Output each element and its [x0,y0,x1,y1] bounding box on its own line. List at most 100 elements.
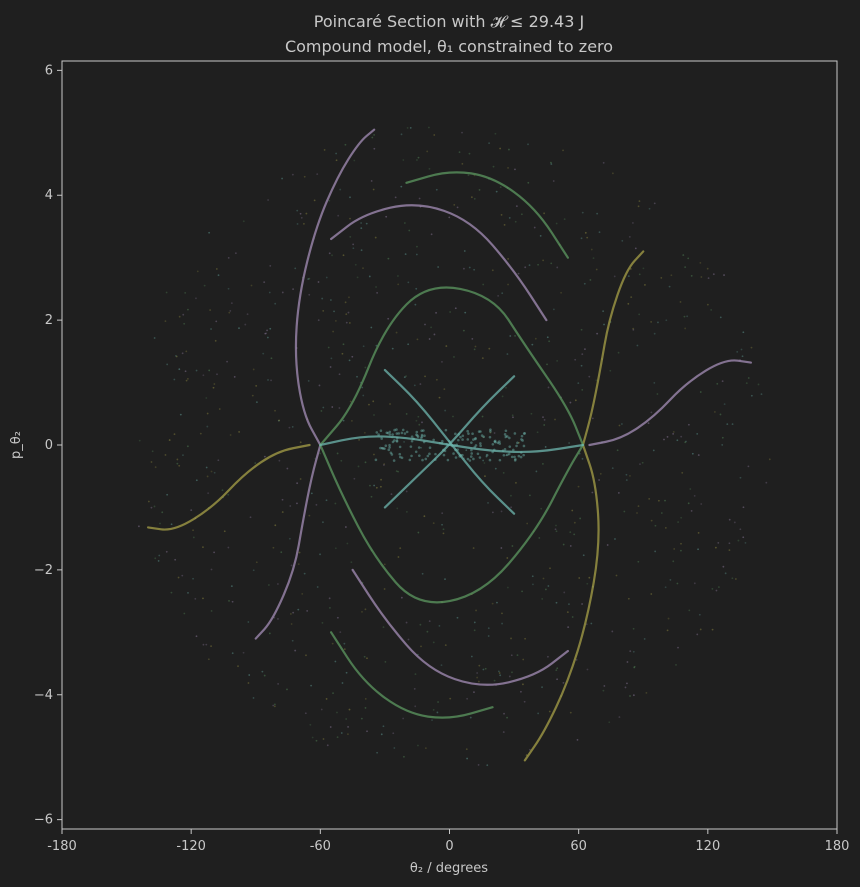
scatter-point [520,451,523,454]
scatter-point [405,430,409,434]
scatter-point [412,437,415,441]
scatter-point [338,373,341,376]
scatter-point [202,597,204,600]
scatter-point [461,438,464,441]
scatter-point [323,149,326,151]
x-tick-label: 180 [825,839,850,854]
scatter-point [690,274,693,277]
scatter-point [473,348,476,351]
scatter-point [153,505,156,508]
scatter-point [502,731,505,733]
scatter-point [573,521,576,524]
scatter-point [213,471,216,474]
scatter-point [296,223,299,225]
scatter-point [670,274,673,277]
scatter-point [336,616,339,619]
scatter-point [277,583,279,585]
scatter-point [347,733,349,736]
scatter-point [461,162,464,165]
scatter-point [390,453,394,456]
scatter-point [349,235,352,238]
scatter-point [508,217,511,219]
scatter-point [728,549,731,552]
scatter-point [510,654,513,657]
scatter-point [562,681,565,684]
scatter-point [513,432,517,435]
scatter-point [609,369,612,372]
scatter-point [625,473,628,476]
scatter-point [173,433,176,436]
scatter-point [476,452,480,456]
scatter-point [693,494,696,497]
scatter-point [476,672,479,674]
scatter-point [505,386,507,389]
scatter-point [210,470,213,473]
scatter-point [506,586,509,589]
chart-title: Poincaré Section with 𝓗 ≤ 29.43 J [314,12,584,31]
scatter-point [442,448,445,452]
scatter-point [569,711,572,714]
scatter-point [453,203,456,206]
scatter-point [325,698,328,700]
scatter-point [309,723,312,726]
scatter-point [707,277,710,280]
scatter-point [541,598,544,600]
scatter-point [514,220,517,223]
scatter-point [328,199,331,202]
scatter-point [581,389,584,391]
scatter-point [510,506,513,509]
scatter-point [414,673,417,676]
scatter-point [436,711,439,714]
scatter-point [632,650,635,653]
scatter-point [697,454,700,456]
scatter-point [510,494,512,497]
scatter-point [206,425,209,428]
scatter-point [742,536,745,539]
scatter-point [281,177,283,180]
scatter-point [292,288,294,291]
scatter-point [265,332,268,335]
scatter-point [395,428,398,431]
scatter-point [563,591,566,594]
scatter-point [230,302,233,304]
scatter-point [437,266,440,268]
scatter-point [349,217,351,220]
trajectory-line [405,171,570,259]
scatter-point [757,383,760,386]
scatter-point [299,478,302,480]
scatter-point [676,582,679,585]
scatter-point [479,442,482,445]
scatter-point [498,442,502,445]
scatter-point [153,337,156,339]
scatter-point [476,676,479,679]
scatter-point [322,521,324,524]
scatter-point [520,438,523,441]
scatter-point [317,319,320,322]
scatter-point [368,403,370,406]
scatter-point [547,655,549,658]
scatter-point [511,448,515,452]
scatter-point [502,453,506,457]
scatter-point [503,223,506,226]
scatter-point [684,327,687,330]
scatter-point [478,189,481,191]
scatter-point [461,453,464,457]
scatter-point [688,609,691,612]
scatter-point [542,259,545,262]
scatter-point [386,431,390,435]
scatter-point [638,200,641,203]
scatter-point [348,708,351,711]
scatter-point [356,276,359,279]
scatter-point [633,666,636,669]
scatter-point [508,436,511,440]
scatter-point [653,332,656,335]
scatter-point [569,531,572,534]
scatter-point [632,222,634,224]
scatter-point [516,441,519,445]
scatter-point [373,453,375,456]
scatter-point [657,321,659,324]
scatter-point [660,277,663,279]
scatter-point [508,445,512,448]
scatter-point [398,455,402,459]
scatter-point [626,682,628,685]
